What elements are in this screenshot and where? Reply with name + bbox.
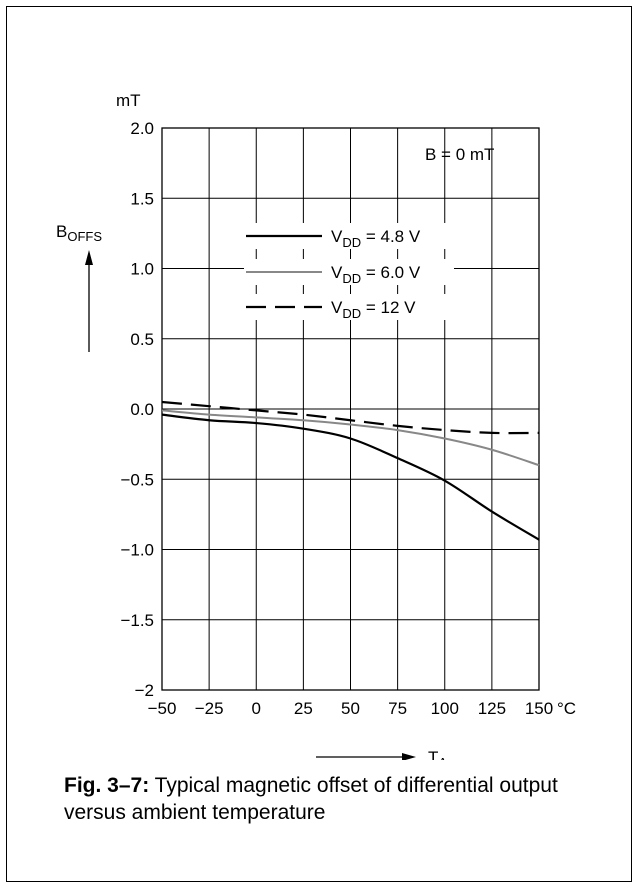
x-axis-label-main: T	[428, 748, 438, 760]
legend-label-main: V	[331, 298, 343, 317]
x-tick-label: 150	[525, 699, 553, 718]
y-axis-label: BOFFS	[56, 222, 102, 244]
y-axis-label-main: B	[56, 222, 67, 241]
x-axis-arrow	[316, 753, 416, 760]
caption-text: Typical magnetic offset of differential …	[64, 774, 558, 824]
x-tick-label: 125	[478, 699, 506, 718]
y-tick-label: −0.5	[120, 470, 154, 489]
series-line	[161, 409, 540, 467]
annotation: B = 0 mT	[425, 145, 494, 164]
x-tick-label: 75	[388, 699, 407, 718]
legend-label-sub: DD	[342, 306, 361, 321]
y-tick-label: 0.5	[130, 330, 154, 349]
caption-label: Fig. 3–7:	[64, 774, 150, 797]
legend-label: VDD = 4.8 V	[331, 227, 421, 250]
legend-label-main: V	[331, 227, 343, 246]
legend-label-sub: DD	[342, 271, 361, 286]
figure-frame	[6, 6, 632, 882]
x-tick-label: 100	[431, 699, 459, 718]
y-tick-label: −1.5	[120, 611, 154, 630]
y-tick-label: −1.0	[120, 541, 154, 560]
y-tick-label: 1.5	[130, 189, 154, 208]
series-lines	[161, 400, 540, 541]
y-axis-arrow	[85, 250, 93, 352]
series-line	[161, 400, 540, 435]
x-tick-label: 25	[294, 699, 313, 718]
y-unit: mT	[116, 91, 141, 110]
x-tick-label: 0	[252, 699, 261, 718]
y-axis-label-sub: OFFS	[67, 229, 102, 244]
x-tick-label: −50	[148, 699, 177, 718]
legend-label-rest: = 4.8 V	[361, 227, 421, 246]
legend-label-main: V	[331, 263, 343, 282]
legend-label-rest: = 12 V	[361, 298, 416, 317]
figure-caption: Fig. 3–7: Typical magnetic offset of dif…	[64, 772, 604, 826]
y-tick-label: 0.0	[130, 400, 154, 419]
legend-label: VDD = 12 V	[331, 298, 416, 321]
tick-labels: −50 −25 0 25 50 75 100 125 150 2.0 1.5 1.0 0.5 0.0 −0.…	[120, 119, 553, 718]
x-tick-label: −25	[195, 699, 224, 718]
y-tick-label: 2.0	[130, 119, 154, 138]
legend-label-rest: = 6.0 V	[361, 263, 421, 282]
x-unit: °C	[557, 699, 576, 718]
y-tick-label: −2	[135, 681, 154, 700]
series-line	[161, 413, 540, 541]
legend-label-sub: DD	[342, 235, 361, 250]
y-tick-label: 1.0	[130, 260, 154, 279]
grid	[161, 127, 540, 691]
x-axis-label-sub: A	[438, 755, 447, 760]
legend-label: VDD = 6.0 V	[331, 263, 421, 286]
x-axis-label: TA	[428, 748, 447, 760]
x-tick-label: 50	[341, 699, 360, 718]
